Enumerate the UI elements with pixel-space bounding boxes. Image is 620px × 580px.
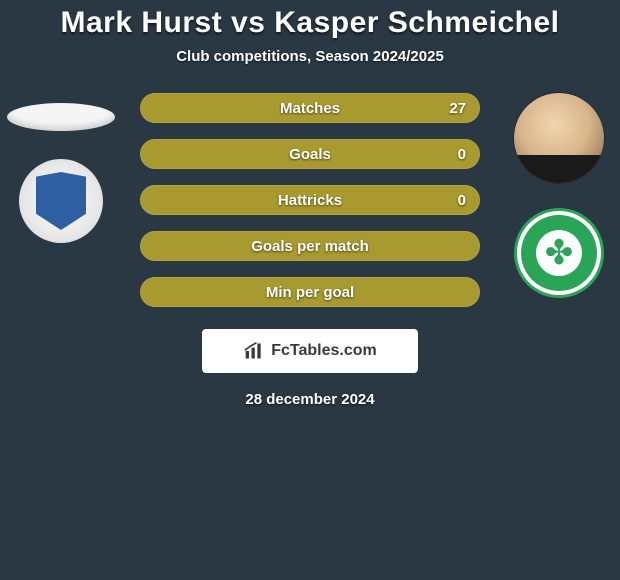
stat-value-right: 0 <box>458 139 466 169</box>
left-club-logo: ST. JOHNSTONE F.C. <box>19 159 103 243</box>
comparison-date: 28 december 2024 <box>0 391 620 408</box>
page-title: Mark Hurst vs Kasper Schmeichel <box>0 0 620 40</box>
stat-bar: Min per goal <box>140 277 480 307</box>
stat-label: Hattricks <box>278 192 342 209</box>
right-player-avatar <box>514 93 604 183</box>
branding-badge: FcTables.com <box>202 329 418 373</box>
right-player-column <box>504 93 614 295</box>
stat-value-right: 0 <box>458 185 466 215</box>
comparison-content: ST. JOHNSTONE F.C. Matches27Goals0Hattri… <box>0 93 620 307</box>
left-player-column: ST. JOHNSTONE F.C. <box>6 93 116 243</box>
stat-label: Goals per match <box>251 238 369 255</box>
chart-icon <box>243 341 265 361</box>
stat-label: Matches <box>280 100 340 117</box>
stat-bar: Hattricks 0 <box>140 185 480 215</box>
right-club-logo <box>517 211 601 295</box>
stats-bars: Matches 27 Goals 0 Hattricks 0 Goals per match… <box>140 93 480 307</box>
left-player-avatar-placeholder <box>7 103 115 131</box>
stat-bar: Goals per match <box>140 231 480 261</box>
stat-value-right: 27 <box>449 93 466 123</box>
stat-bar: Matches 27 <box>140 93 480 123</box>
stat-bar: Goals 0 <box>140 139 480 169</box>
stat-label: Goals <box>289 146 331 163</box>
stat-label: Min per goal <box>266 284 354 301</box>
branding-text: FcTables.com <box>271 342 377 360</box>
subtitle: Club competitions, Season 2024/2025 <box>0 48 620 65</box>
left-club-logo-band: ST. JOHNSTONE F.C. <box>36 191 86 207</box>
